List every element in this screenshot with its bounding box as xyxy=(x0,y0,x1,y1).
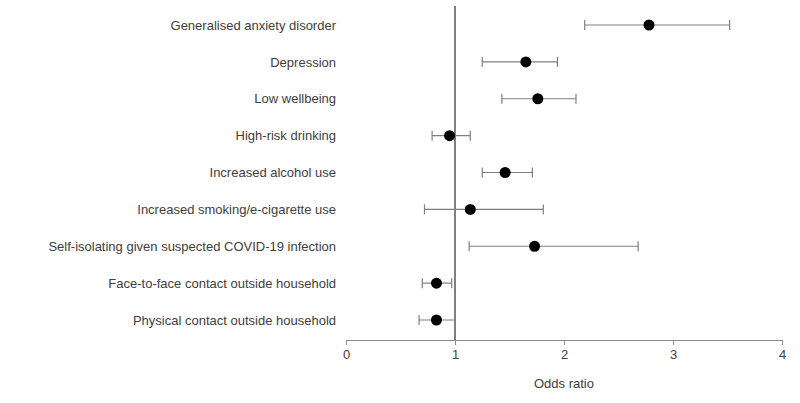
category-label: High-risk drinking xyxy=(236,128,336,143)
x-tick: 1 xyxy=(452,340,459,362)
point xyxy=(532,93,543,104)
error-bar-cap xyxy=(482,57,483,67)
error-bar-cap xyxy=(575,94,576,104)
error-bar-cap xyxy=(418,315,419,325)
chart: 0 1 2 3 4 Generalised anxiety disorder Depress… xyxy=(0,0,800,403)
error-bar-cap xyxy=(454,315,455,325)
x-tick-mark xyxy=(455,340,456,345)
error-bar-cap xyxy=(638,241,639,251)
category-label: Generalised anxiety disorder xyxy=(171,18,337,33)
error-bar-line xyxy=(585,24,730,25)
x-tick-label: 0 xyxy=(343,347,350,362)
error-bar-line xyxy=(424,209,543,210)
y-axis: Generalised anxiety disorder Depression Lo… xyxy=(48,18,336,328)
error-bar-line xyxy=(482,61,557,62)
y-tick: Increased alcohol use xyxy=(210,165,336,180)
error-bar-cap xyxy=(729,20,730,30)
error-bar-cap xyxy=(451,278,452,288)
x-tick: 4 xyxy=(779,340,786,362)
error-bar xyxy=(585,20,730,30)
error-bar-cap xyxy=(470,131,471,141)
error-bar-cap xyxy=(532,168,533,178)
x-tick: 3 xyxy=(670,340,677,362)
error-bar-cap xyxy=(424,204,425,214)
error-bar-cap xyxy=(469,241,470,251)
error-bar-cap xyxy=(422,278,423,288)
x-tick-mark xyxy=(673,340,674,345)
y-tick: High-risk drinking xyxy=(236,128,336,143)
error-bar-line xyxy=(469,246,638,247)
y-tick: Depression xyxy=(270,55,336,70)
category-label: Low wellbeing xyxy=(254,91,336,106)
x-tick-mark xyxy=(346,340,347,345)
category-label: Face-to-face contact outside household xyxy=(108,276,336,291)
error-bar-cap xyxy=(557,57,558,67)
x-tick: 0 xyxy=(343,340,350,362)
y-tick: Physical contact outside household xyxy=(133,313,336,328)
error-bar xyxy=(422,278,451,288)
x-axis-title: Odds ratio xyxy=(534,376,594,391)
x-axis-line xyxy=(347,341,783,346)
error-bar xyxy=(469,241,638,251)
category-label: Self-isolating given suspected COVID-19 … xyxy=(48,239,336,254)
point xyxy=(500,167,511,178)
error-bar xyxy=(482,168,532,178)
error-bar-cap xyxy=(501,94,502,104)
x-tick-mark xyxy=(782,340,783,345)
plot-marks xyxy=(419,20,730,326)
x-tick-label: 4 xyxy=(779,347,786,362)
category-label: Physical contact outside household xyxy=(133,313,336,328)
error-bar xyxy=(502,94,576,104)
x-tick: 2 xyxy=(561,340,568,362)
category-label: Increased smoking/e-cigarette use xyxy=(137,202,336,217)
reference-line xyxy=(455,6,456,340)
error-bar xyxy=(482,57,557,67)
point xyxy=(520,56,531,67)
y-tick: Generalised anxiety disorder xyxy=(171,18,337,33)
error-bar xyxy=(432,131,470,141)
error-bar-cap xyxy=(432,131,433,141)
point xyxy=(644,20,655,31)
y-tick: Low wellbeing xyxy=(254,91,336,106)
point xyxy=(444,130,455,141)
x-axis: 0 1 2 3 4 xyxy=(343,340,786,362)
error-bar xyxy=(419,315,455,325)
x-tick-mark xyxy=(564,340,565,345)
x-tick-label: 3 xyxy=(670,347,677,362)
y-tick: Self-isolating given suspected COVID-19 … xyxy=(48,239,336,254)
x-tick-label: 2 xyxy=(561,347,568,362)
y-tick: Face-to-face contact outside household xyxy=(108,276,336,291)
category-label: Depression xyxy=(270,55,336,70)
error-bar-cap xyxy=(543,204,544,214)
y-tick: Increased smoking/e-cigarette use xyxy=(137,202,336,217)
point xyxy=(529,241,540,252)
error-bar-cap xyxy=(482,168,483,178)
point xyxy=(431,278,442,289)
error-bar-cap xyxy=(584,20,585,30)
category-label: Increased alcohol use xyxy=(210,165,336,180)
error-bar xyxy=(424,204,543,214)
point xyxy=(465,204,476,215)
point xyxy=(431,315,442,326)
x-tick-label: 1 xyxy=(452,347,459,362)
